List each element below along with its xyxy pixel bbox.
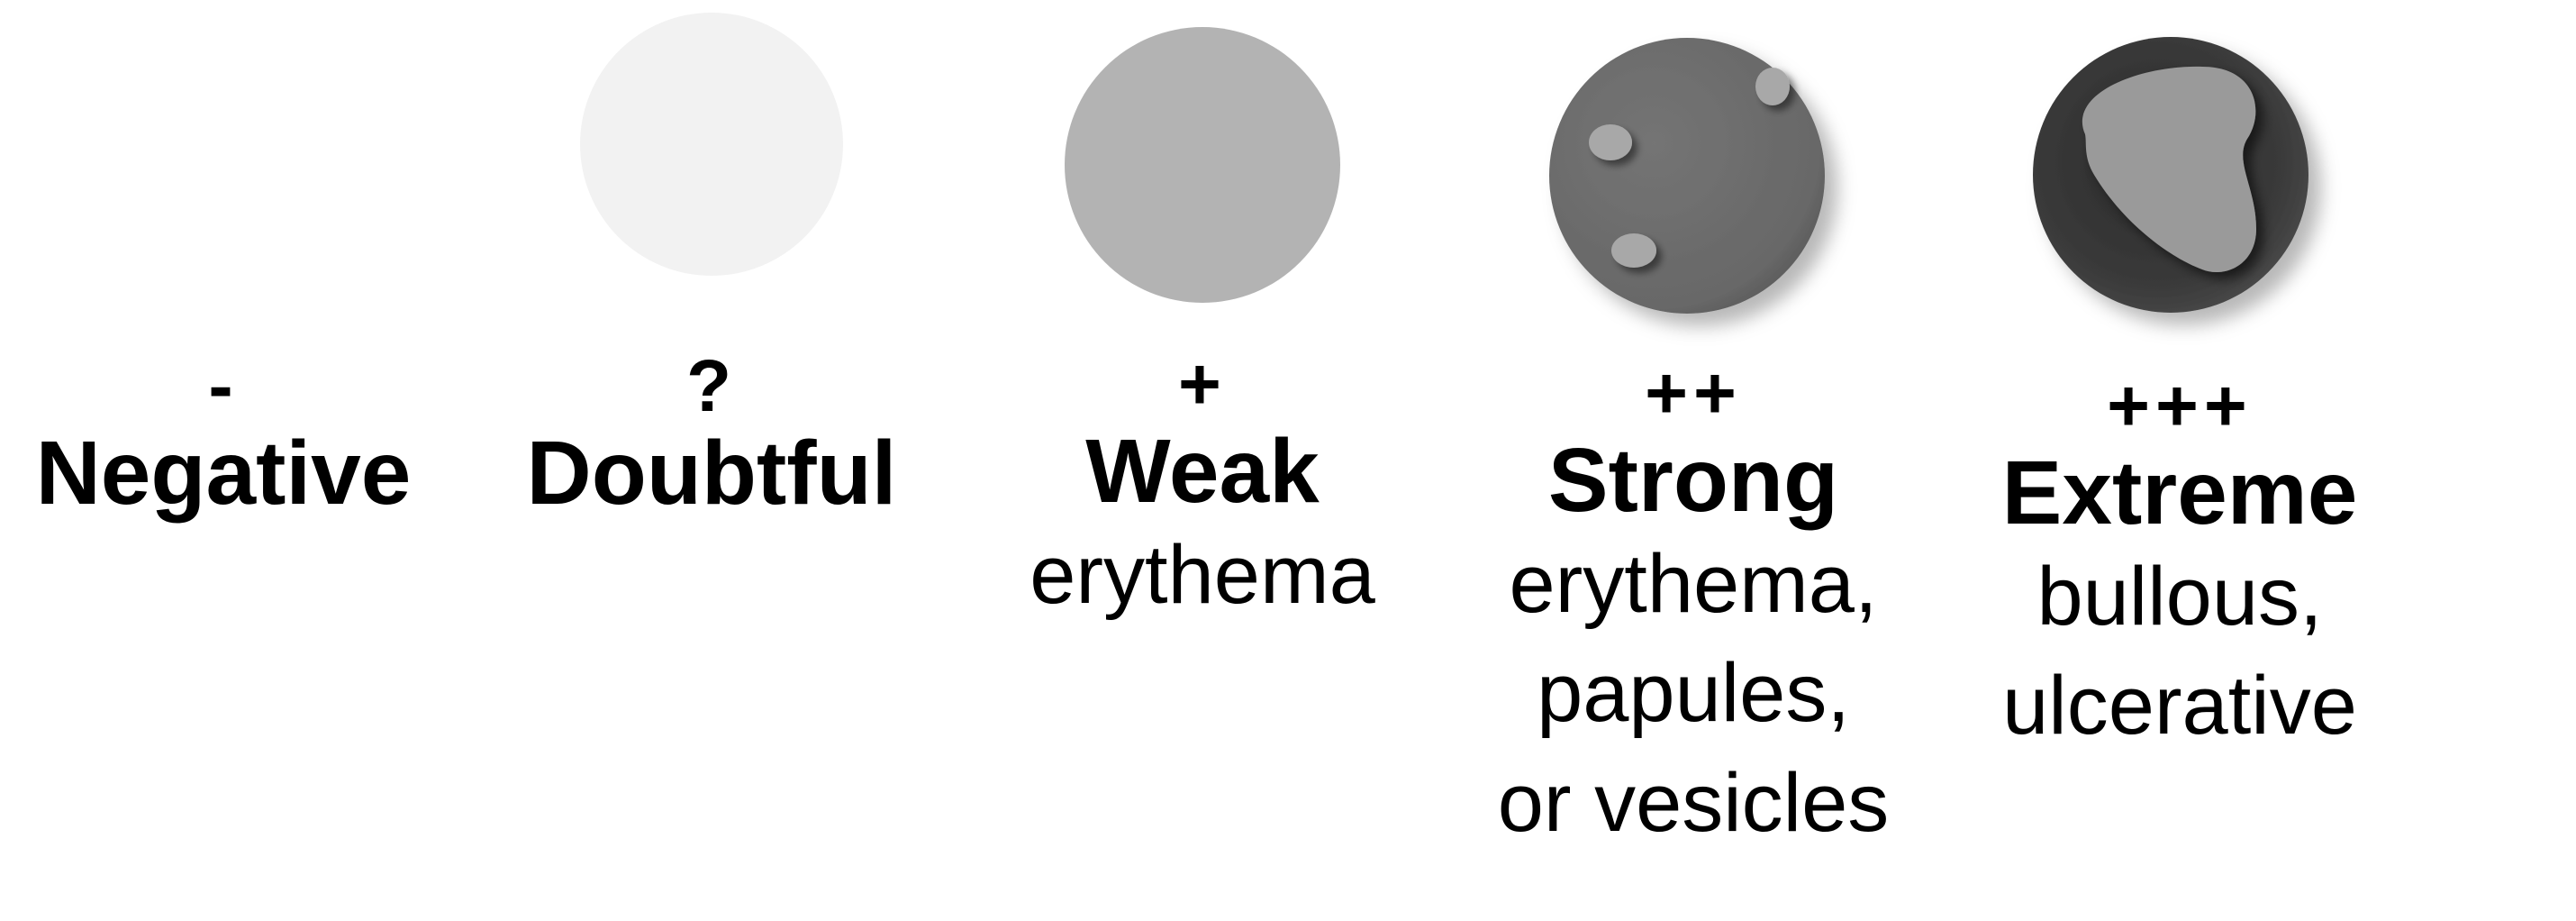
- grade-description-line: papules,: [1537, 647, 1850, 740]
- grade-symbol: -: [208, 345, 239, 427]
- lesion-extreme: [2031, 37, 2337, 346]
- grade-symbol: +: [1178, 343, 1227, 425]
- label-strong: ++ Strong erythema, papules, or vesicles: [1498, 357, 1890, 858]
- grade-name: Weak: [1085, 421, 1320, 522]
- grade-description-line: bullous,: [2036, 551, 2323, 643]
- grade-name: Extreme: [2001, 442, 2358, 543]
- grade-description-line: erythema,: [1509, 538, 1878, 630]
- papule-icon: [1755, 68, 1790, 105]
- lesion-doubtful: [576, 9, 847, 279]
- lesion-weak: [1063, 25, 1342, 305]
- lesion-strong: [1547, 36, 1854, 342]
- grade-name: Strong: [1547, 430, 1839, 531]
- extreme-circle-icon: [2033, 37, 2308, 313]
- negative-skin-circle: [95, 23, 356, 284]
- label-doubtful: ? Doubtful: [526, 345, 897, 524]
- weak-circle-icon: [1065, 27, 1340, 303]
- grade-symbol: +++: [2107, 365, 2253, 447]
- label-negative: - Negative: [35, 345, 412, 524]
- label-weak: + Weak erythema: [1029, 348, 1375, 630]
- grade-symbol: ?: [685, 345, 738, 427]
- negative-circle-icon: [95, 23, 356, 284]
- papule-icon: [1589, 124, 1632, 160]
- grade-description-line: or vesicles: [1497, 756, 1890, 849]
- doubtful-circle-icon: [580, 13, 843, 276]
- grade-description-line: ulcerative: [2002, 660, 2357, 752]
- lesion-negative: [90, 18, 360, 288]
- weak-skin-circle: [1065, 27, 1340, 303]
- doubtful-skin-circle: [580, 13, 843, 276]
- grade-name: Negative: [35, 423, 412, 524]
- label-extreme: +++ Extreme bullous, ulcerative: [2002, 369, 2358, 761]
- grade-symbol: ++: [1645, 352, 1742, 434]
- strong-circle-icon: [1549, 38, 1825, 314]
- bulla-icon: [2082, 66, 2256, 272]
- grade-description-line: erythema: [1029, 529, 1375, 621]
- grade-name: Doubtful: [526, 423, 897, 524]
- papule-icon: [1611, 233, 1656, 268]
